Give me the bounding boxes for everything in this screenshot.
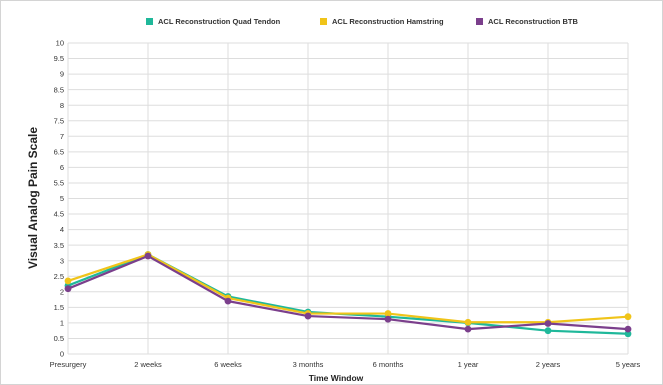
gridlines bbox=[67, 42, 629, 355]
x-tick-label: 2 weeks bbox=[134, 360, 162, 369]
y-tick-label: 1 bbox=[60, 319, 64, 328]
y-tick-label: 9.5 bbox=[54, 54, 64, 63]
y-tick-label: 7 bbox=[60, 132, 64, 141]
data-point bbox=[224, 297, 232, 305]
x-tick-label: 6 months bbox=[373, 360, 404, 369]
y-tick-label: 6 bbox=[60, 163, 64, 172]
y-tick-label: 7.5 bbox=[54, 116, 64, 125]
data-point bbox=[624, 313, 632, 321]
series-group bbox=[64, 251, 632, 338]
data-point bbox=[544, 320, 552, 327]
y-tick-label: 8.5 bbox=[54, 85, 64, 94]
data-point bbox=[384, 315, 392, 323]
legend-item: ACL Reconstruction Quad Tendon bbox=[146, 17, 281, 26]
data-point bbox=[64, 277, 72, 285]
legend-label: ACL Reconstruction Quad Tendon bbox=[158, 17, 281, 26]
x-axis-title: Time Window bbox=[309, 373, 364, 383]
series-3 bbox=[64, 252, 632, 333]
x-tick-label: 5 years bbox=[616, 360, 641, 369]
data-point bbox=[624, 330, 632, 338]
series-2 bbox=[64, 251, 632, 326]
x-tick-label: 3 months bbox=[293, 360, 324, 369]
series-line bbox=[67, 254, 629, 331]
legend-label: ACL Reconstruction BTB bbox=[488, 17, 578, 26]
data-point bbox=[64, 285, 72, 293]
y-tick-label: 8 bbox=[60, 101, 64, 110]
legend: ACL Reconstruction Quad Tendon ACL Recons… bbox=[146, 17, 578, 26]
y-tick-label: 4.5 bbox=[54, 210, 64, 219]
legend-swatch bbox=[146, 18, 153, 25]
y-tick-label: 0.5 bbox=[54, 334, 64, 343]
legend-item: ACL Reconstruction Hamstring bbox=[320, 17, 444, 26]
y-axis-ticks: 0 0.5 1 1.5 2 2.5 3 3.5 4 4.5 5 5.5 6 6.5 7 7.5 8 8.5 9 9.5… bbox=[54, 39, 64, 359]
legend-item: ACL Reconstruction BTB bbox=[476, 17, 578, 26]
data-point bbox=[384, 310, 392, 317]
data-point bbox=[464, 318, 472, 326]
legend-label: ACL Reconstruction Hamstring bbox=[332, 17, 444, 26]
y-tick-label: 4 bbox=[60, 225, 64, 234]
legend-swatch bbox=[476, 18, 483, 25]
y-tick-label: 5.5 bbox=[54, 179, 64, 188]
y-tick-label: 5 bbox=[60, 194, 64, 203]
data-point bbox=[144, 252, 152, 260]
y-tick-label: 2.5 bbox=[54, 272, 64, 281]
data-point bbox=[544, 327, 552, 335]
y-tick-label: 3 bbox=[60, 256, 64, 265]
x-tick-label: 1 year bbox=[458, 360, 479, 369]
y-tick-label: 10 bbox=[56, 39, 64, 48]
y-tick-label: 6.5 bbox=[54, 147, 64, 156]
y-tick-label: 1.5 bbox=[54, 303, 64, 312]
y-tick-label: 9 bbox=[60, 70, 64, 79]
x-tick-label: 6 weeks bbox=[214, 360, 242, 369]
data-point bbox=[304, 312, 312, 320]
y-axis-title: Visual Analog Pain Scale bbox=[26, 127, 40, 269]
y-tick-label: 3.5 bbox=[54, 241, 64, 250]
y-tick-label: 0 bbox=[60, 350, 64, 359]
y-tick-label: 2 bbox=[60, 287, 64, 296]
x-tick-label: 2 years bbox=[536, 360, 561, 369]
data-point bbox=[624, 325, 632, 333]
data-point bbox=[464, 325, 472, 333]
legend-swatch bbox=[320, 18, 327, 25]
x-axis-ticks: Presurgery 2 weeks 6 weeks 3 months 6 months… bbox=[50, 360, 641, 369]
series-line bbox=[67, 253, 629, 324]
x-tick-label: Presurgery bbox=[50, 360, 87, 369]
